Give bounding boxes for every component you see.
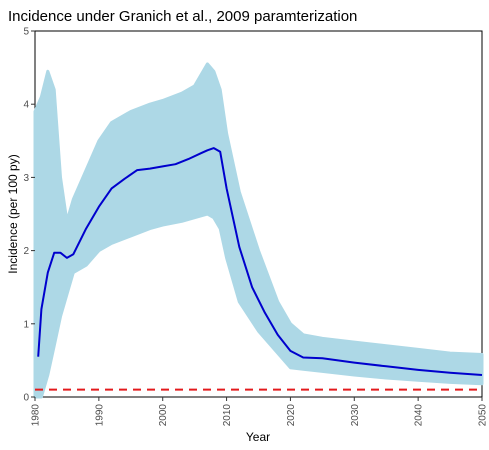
x-tick-label: 1980 [31,404,42,427]
y-tick-label: 4 [23,100,29,111]
x-tick-label: 2050 [478,404,489,427]
chart-title: Incidence under Granich et al., 2009 par… [8,8,357,25]
x-axis: 1980 1990 2000 2010 2020 2030 2040 2050 [31,397,489,426]
y-tick-label: 3 [23,173,29,184]
x-axis-title: Year [246,430,270,444]
y-tick-label: 2 [23,246,29,257]
x-tick-label: 2010 [222,404,233,427]
y-tick-label: 1 [23,319,29,330]
y-axis-title: Incidence (per 100 py) [6,154,20,273]
mean-line-path [37,147,483,376]
x-tick-label: 1990 [94,404,105,427]
x-tick-label: 2020 [286,404,297,427]
x-tick-label: 2030 [350,404,361,427]
simulation-band [33,62,484,399]
y-tick-label: 0 [23,393,29,404]
y-tick-label: 5 [23,27,29,38]
x-tick-label: 2040 [414,404,425,427]
x-tick-label: 2000 [158,404,169,427]
y-axis: 0 1 2 3 4 5 [23,27,35,404]
simulation-band-area [33,62,484,399]
mean-line [37,147,483,376]
